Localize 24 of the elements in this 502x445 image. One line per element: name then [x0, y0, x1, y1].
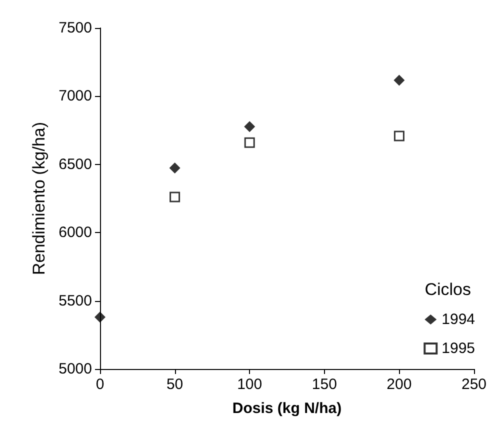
point	[170, 192, 180, 202]
x-tick-label: 0	[96, 376, 104, 393]
x-tick-label: 200	[386, 376, 412, 393]
point	[394, 130, 404, 142]
y-tick-label: 6000	[58, 224, 92, 242]
point	[394, 74, 405, 86]
legend-label: 1995	[442, 340, 476, 357]
point	[244, 137, 255, 148]
legend-label: 1994	[442, 311, 476, 328]
legend-title: Ciclos	[424, 280, 472, 299]
y-tick-label: 5000	[58, 360, 92, 378]
y-tick-label: 7500	[58, 20, 92, 36]
x-tick-label: 50	[166, 376, 184, 393]
y-tick-label: 7000	[58, 88, 92, 105]
point	[244, 121, 256, 132]
point	[169, 162, 180, 174]
x-tick-label: 150	[312, 376, 337, 393]
y-tick-label: 5500	[58, 292, 92, 310]
x-tick-label: 100	[237, 376, 262, 393]
x-tick-label: 250	[461, 376, 487, 393]
y-axis-title: Rendimiento (kg/ha)	[30, 122, 49, 276]
y-tick-label: 6500	[58, 156, 92, 173]
x-axis-title: Dosis (kg N/ha)	[232, 400, 342, 417]
point	[94, 312, 106, 323]
